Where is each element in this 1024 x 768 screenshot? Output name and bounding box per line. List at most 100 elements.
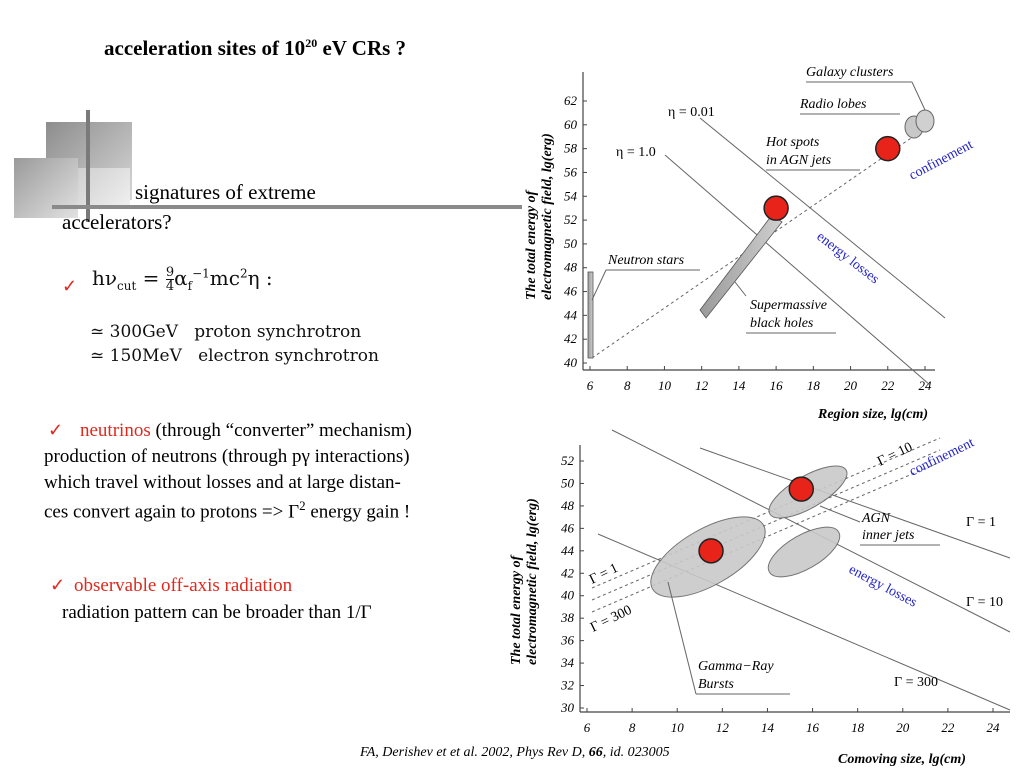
top-ytick-label: 52 <box>564 212 578 227</box>
neutrinos-line-3: which travel without losses and at large… <box>44 472 401 493</box>
top-smbh-wedge <box>699 214 783 319</box>
bottom-ytick-label: 42 <box>561 565 575 580</box>
bottom-xtick-label: 10 <box>671 720 685 735</box>
top-ytick-label: 40 <box>564 355 578 370</box>
top-ytick-label: 44 <box>564 307 578 322</box>
bottom-ytick-label: 52 <box>561 453 575 468</box>
top-xtick-label: 6 <box>587 378 594 393</box>
top-hot-spots-label-1: Hot spots <box>765 135 820 150</box>
bottom-agn-label-2: inner jets <box>862 528 915 543</box>
neutrinos-highlight: neutrinos <box>80 420 151 441</box>
bottom-ylabel: The total energy ofelectromagnetic field… <box>509 498 540 665</box>
bottom-energy-losses-annotation: energy losses <box>846 562 919 610</box>
top-ytick-label: 48 <box>564 260 578 275</box>
top-red-marker <box>875 135 901 162</box>
decor-horizontal-rule <box>52 205 522 209</box>
bullet-check-formula: ✓ <box>62 276 78 296</box>
bottom-ytick-label: 32 <box>560 678 575 693</box>
top-line-eta-1 <box>664 154 931 386</box>
top-smbh-label-2: black holes <box>750 316 814 331</box>
bullet-check-offaxis: ✓ <box>50 575 66 595</box>
bottom-xtick-label: 14 <box>761 720 775 735</box>
bottom-gamma300-loss-label: Γ = 300 <box>894 675 938 690</box>
neutrinos-line-1: neutrinos (through “converter” mechanism… <box>80 420 412 441</box>
top-eta-001-label: η = 0.01 <box>668 105 715 120</box>
bottom-xtick-label: 22 <box>941 720 955 735</box>
formula-line-electron: ≃ 150MeV electron synchrotron <box>90 346 379 366</box>
bottom-ytick-label: 50 <box>561 475 575 490</box>
decor-vertical-rule <box>86 110 90 222</box>
top-xtick-label: 10 <box>658 378 672 393</box>
bottom-ytick-label: 46 <box>561 520 575 535</box>
bottom-agn-region-lower <box>767 526 841 578</box>
bottom-confinement-annotation: confinement <box>907 435 977 479</box>
top-xtick-label: 18 <box>807 378 821 393</box>
top-galaxy-clusters-leader-2 <box>911 81 926 111</box>
top-ytick-label: 62 <box>564 93 578 108</box>
synchrotron-formula: hνcut = 9 4 αf−1mc2η : ≃ 300GeV proton syn… <box>86 262 406 368</box>
top-ytick-label: 54 <box>564 188 578 203</box>
bottom-ytick-label: 44 <box>561 543 575 558</box>
bottom-ylabel-line2: electromagnetic field, lg(erg) <box>525 498 540 665</box>
bottom-gamma300-conf-label: Γ = 300 <box>588 603 634 636</box>
bullet-check-neutrinos: ✓ <box>48 420 64 440</box>
top-ylabel-line1: The total energy of <box>524 189 539 300</box>
bottom-xtick-label: 6 <box>584 720 591 735</box>
top-smbh-label-1: Supermassive <box>750 298 827 313</box>
bottom-xtick-label: 16 <box>806 720 820 735</box>
bottom-grb-label-1: Gamma−Ray <box>698 659 774 674</box>
top-hot-spots-label-2: in AGN jets <box>766 153 832 168</box>
top-eta-1-label: η = 1.0 <box>616 145 656 160</box>
top-galaxy-clusters-label: Galaxy clusters <box>806 65 894 80</box>
bottom-xlabel: Comoving size, lg(cm) <box>838 752 966 767</box>
top-ylabel-line2: electromagnetic field, lg(erg) <box>540 133 555 300</box>
bottom-xtick-label: 18 <box>851 720 865 735</box>
top-ytick-label: 58 <box>564 141 578 156</box>
top-radio-lobes-label: Radio lobes <box>799 97 867 112</box>
top-xtick-label: 8 <box>624 378 631 393</box>
slide-title: acceleration sites of 1020 eV CRs ? <box>104 36 407 60</box>
bottom-xtick-label: 20 <box>896 720 910 735</box>
top-neutron-stars-leader-2 <box>591 269 607 301</box>
bottom-gamma10-loss-label: Γ = 10 <box>966 595 1003 610</box>
bottom-red-marker <box>788 476 815 502</box>
offaxis-highlight: observable off-axis radiation <box>74 575 293 596</box>
bottom-xtick-label: 24 <box>987 720 1001 735</box>
top-xtick-label: 22 <box>881 378 895 393</box>
bottom-red-marker <box>698 538 724 564</box>
subtitle-line-1: signatures of extreme <box>135 180 316 204</box>
top-ytick-label: 42 <box>564 331 578 346</box>
top-red-marker <box>763 195 789 221</box>
bottom-ytick-label: 38 <box>560 610 575 625</box>
subtitle-line-2: accelerators? <box>62 210 172 234</box>
bottom-xtick-label: 12 <box>716 720 730 735</box>
top-xlabel: Region size, lg(cm) <box>817 407 928 422</box>
bottom-ytick-label: 36 <box>560 633 575 648</box>
top-ytick-label: 46 <box>564 284 578 299</box>
bottom-line-gamma1-loss <box>699 447 1011 559</box>
bottom-grb-leader-2 <box>667 581 697 695</box>
offaxis-line-2: radiation pattern can be broader than 1/… <box>62 602 372 623</box>
bottom-ytick-label: 48 <box>561 498 575 513</box>
bottom-ytick-label: 34 <box>560 655 575 670</box>
citation: FA, Derishev et et al. 2002, Phys Rev D,… <box>360 745 670 760</box>
bottom-grb-label-2: Bursts <box>698 677 734 692</box>
neutrinos-line-4: ces convert again to protons => Γ2 energ… <box>44 498 411 523</box>
top-neutron-stars-bar <box>587 271 594 359</box>
bottom-agn-leader-2 <box>819 505 861 523</box>
bottom-ytick-label: 30 <box>560 700 575 715</box>
top-line-eta-001 <box>699 117 946 319</box>
frac-den: 4 <box>165 279 175 294</box>
neutrinos-line-2: production of neutrons (through pγ inter… <box>44 446 410 467</box>
frac-num: 9 <box>165 265 175 280</box>
top-xtick-label: 20 <box>844 378 858 393</box>
bottom-gamma1-loss-label: Γ = 1 <box>966 515 996 530</box>
bottom-agn-label-1: AGN <box>861 511 891 526</box>
top-neutron-stars-label: Neutron stars <box>607 253 685 268</box>
top-xtick-label: 14 <box>732 378 746 393</box>
bottom-ytick-label: 40 <box>561 588 575 603</box>
top-ytick-label: 60 <box>564 117 578 132</box>
bottom-gamma1-conf-label: Γ = 1 <box>587 561 621 588</box>
